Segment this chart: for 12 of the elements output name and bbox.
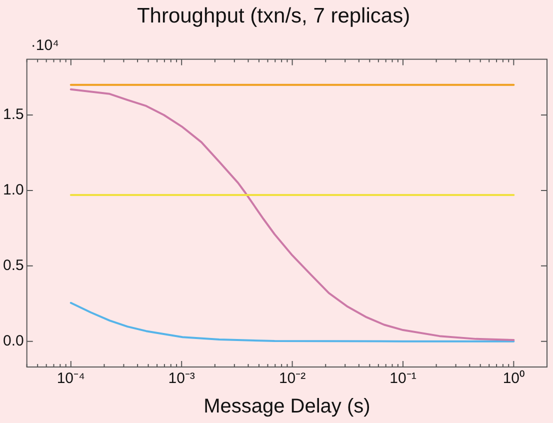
x-tick-label: 10⁻² <box>278 370 306 388</box>
x-tick-label: 10⁻¹ <box>390 370 416 388</box>
text: ·10⁴ <box>30 36 59 54</box>
y-tick-label: 1.0 <box>2 182 24 199</box>
y-tick-label: 1.5 <box>2 106 24 124</box>
y-tick-label: 0.5 <box>2 257 24 274</box>
x-tick-label: 10⁰ <box>502 370 525 388</box>
x-axis-title: Message Delay (s) <box>204 396 370 418</box>
chart-title: Throughput (txn/s, 7 replicas) <box>136 4 410 28</box>
x-tick-label: 10⁻³ <box>168 370 195 388</box>
y-tick-label: 0.0 <box>2 332 24 350</box>
x-tick-label: 10⁻⁴ <box>56 370 85 388</box>
